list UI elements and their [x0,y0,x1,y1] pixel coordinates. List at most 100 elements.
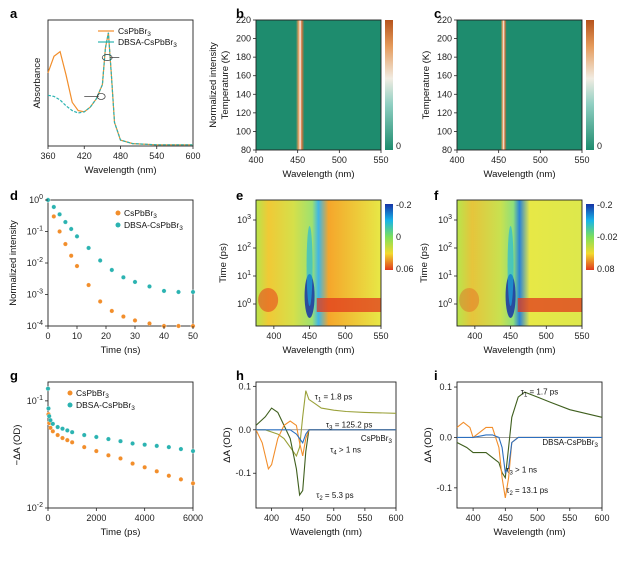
panel-c-ytick-label: 200 [437,34,452,44]
early-feature [459,288,480,312]
panel-d-ytick-label-exp: -4 [37,320,43,327]
panel-f-ytick-label: 101 [438,270,452,281]
data-point-orange [130,461,135,466]
panel-h-ytick-label: 0.1 [238,381,251,391]
panel-b: 400 450 500 550 Wavelength (nm) 80 100 120 140 16… [208,15,401,180]
data-point-teal [74,234,80,239]
das-annotation: τ2 = 13.1 ps [506,486,548,497]
panel-f-xlabel: Wavelength (nm) [484,345,556,356]
panel-g-ytick-label-exp: -1 [37,395,43,402]
data-point-orange [50,428,56,434]
panel-c-xtick-label: 550 [574,155,589,165]
legend-label-main: DBSA-CsPbBr [76,400,131,410]
panel-d-xtick-label: 40 [159,331,169,341]
data-point-teal [48,417,53,423]
panel-d-ytick-label-base: 10 [27,321,37,331]
panel-i-ytick-label: 0.1 [439,382,452,392]
induced-absorption [517,298,582,312]
series-teal-line [47,32,193,146]
panel-c: 400 450 500 550 Wavelength (nm) 80 100 120 140 16… [421,15,602,180]
panel-f-frame [456,199,583,327]
sample-label: DBSA-CsPbBr3 [542,438,598,449]
panel-e-ytick-label-exp: 1 [247,270,251,277]
panel-d-ytick-label: 10-3 [27,289,43,300]
panel-h-xtick-label: 600 [388,513,403,523]
panel-letter-e: e [236,188,243,203]
panel-g-frame [47,381,194,509]
panel-a-xtick-label: 360 [40,151,55,161]
data-point-orange [57,229,62,234]
das-τ4-line [256,429,396,444]
data-point-orange [68,253,74,259]
panel-f-ytick-label-exp: 2 [448,242,452,249]
panel-f-xtick-label: 550 [574,331,589,341]
panel-i-xtick-label: 600 [594,513,609,523]
legend-label: CsPbBr3 [118,26,151,38]
data-point-teal [93,434,99,440]
das-annotation-rest: = 125.2 ps [333,420,373,429]
panel-h-ylabel: ΔA (OD) [222,427,233,462]
panel-e-ytick-label: 100 [237,298,251,309]
data-point-teal [178,446,184,452]
panel-i-ytick-label: -0.1 [436,483,452,493]
panel-c-xtick-label: 450 [491,155,506,165]
data-point-orange [176,323,181,329]
data-point-orange [118,456,123,461]
panel-a-xtick-label: 420 [77,151,92,161]
data-point-orange [48,425,53,431]
legend-label-main: DBSA-CsPbBr [118,37,173,47]
sample-label-sub: 3 [388,438,392,445]
legend-label-main: CsPbBr [118,26,147,36]
panel-b-xlabel: Wavelength (nm) [283,169,355,180]
panel-g-ylabel: −ΔA (OD) [12,425,23,466]
panel-g-xlabel: Time (ps) [101,527,141,538]
das-annotation-idx: 4 [333,451,337,457]
das-τ1-line [256,390,397,458]
panel-f-ytick-label-exp: 3 [448,214,452,221]
panel-h-xtick-label: 550 [357,513,372,523]
bleach-tail [306,226,313,306]
data-point-orange [166,473,172,479]
panel-f-ytick-label: 103 [438,214,452,225]
das-annotation-idx: 1 [524,393,528,399]
das-annotation-rest: > 1 ns [337,446,361,455]
panel-f-ytick-label-exp: 1 [448,270,452,277]
data-point-orange [60,435,65,441]
das-annotation: τ1 = 1.7 ps [521,388,558,399]
panel-d-xtick-label: 10 [72,331,82,341]
panel-e-ytick-label: 101 [237,270,251,281]
colorbar-tick: 0 [597,141,602,151]
das-annotation: τ3 = 125.2 ps [326,420,372,431]
panel-d-xtick-label: 50 [188,331,198,341]
data-point-orange [109,308,115,314]
panel-a-xlabel: Wavelength (nm) [85,165,157,176]
panel-b-ytick-label: 220 [236,15,251,25]
das-annotation-idx: 1 [318,398,322,404]
data-point-teal [46,413,52,419]
data-point-teal [154,443,160,449]
panel-a-xtick-label: 480 [113,151,128,161]
das-annotation-idx: 2 [319,496,323,502]
data-point-orange [86,282,91,288]
data-point-teal [64,428,70,433]
data-point-orange [81,444,87,450]
emission-peak-band [500,20,507,150]
data-point-teal [190,448,196,454]
panel-e-xtick-label: 500 [338,331,353,341]
data-point-teal [106,436,111,442]
colorbar-tick: 0 [396,141,401,151]
panel-c-frame [456,19,583,151]
das-annotation-tau: τ [506,466,510,475]
panel-f-ytick-label-base: 10 [438,299,448,309]
panel-f-ytick-label: 102 [438,242,452,253]
panel-g-ytick-label: 10-2 [27,502,43,513]
das-τ3-line [457,434,602,475]
legend-label: DBSA-CsPbBr3 [124,220,183,232]
panel-i-xtick-label: 450 [498,513,513,523]
data-point-teal [55,424,61,430]
das-annotation-tau: τ [315,393,319,402]
legend-swatch [67,402,73,408]
das-annotation-tau: τ [326,420,330,429]
panel-d-ytick-label-exp: 0 [39,194,43,201]
